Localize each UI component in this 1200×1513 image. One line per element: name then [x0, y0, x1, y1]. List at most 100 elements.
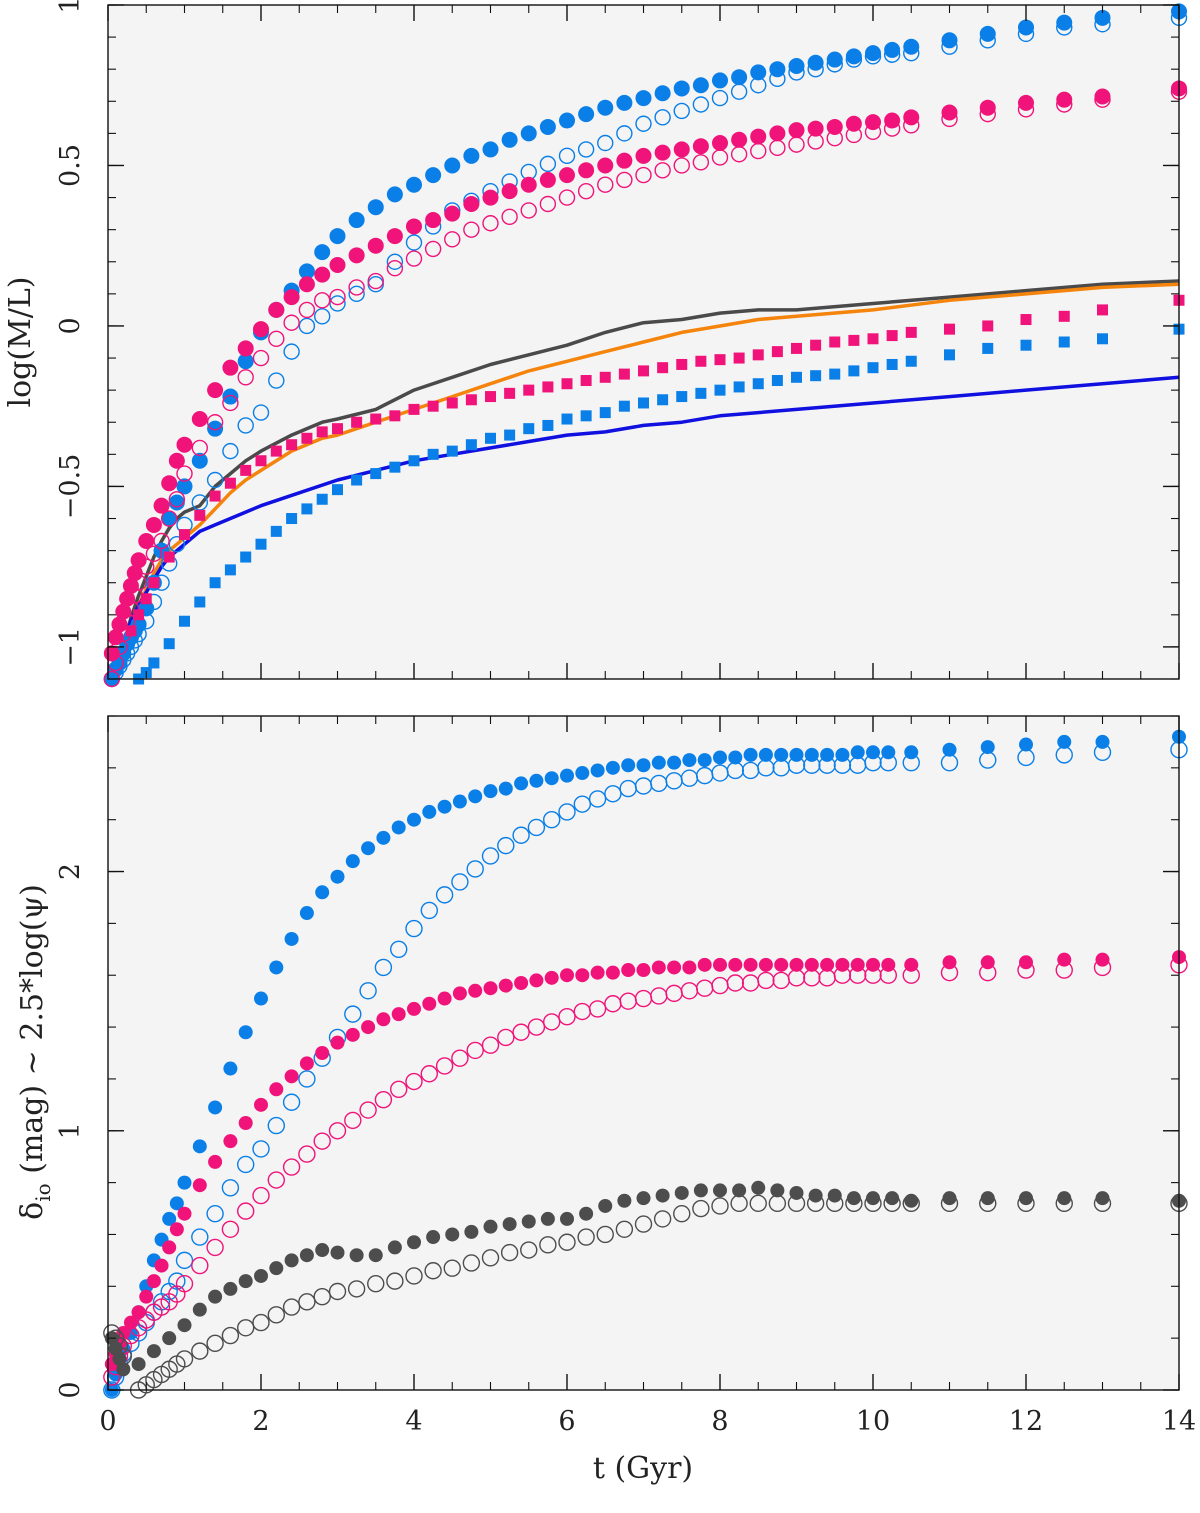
bottom-y-tick-label: 0 — [55, 1381, 86, 1398]
top-pink-squares-point — [148, 577, 160, 589]
top-y-tick-label: −0.5 — [55, 454, 86, 520]
bottom-grey-filled-circles-point — [942, 1191, 957, 1206]
top-pink-open-circles-point — [539, 195, 557, 213]
bottom-blue-filled-circles-point — [468, 789, 483, 804]
top-blue-open-circles-point — [807, 60, 824, 78]
x-tick-label: 12 — [1009, 1406, 1043, 1437]
top-blue-filled-circles-point — [979, 25, 996, 42]
bottom-blue-filled-circles-point — [1057, 734, 1072, 749]
top-pink-filled-circles-point — [692, 138, 709, 155]
bottom-grey-open-circles-point — [110, 1337, 129, 1355]
bottom-pink-filled-circles-point — [743, 957, 758, 972]
bottom-pink-open-circles-point — [879, 966, 897, 984]
bottom-pink-filled-circles-point — [575, 968, 590, 983]
top-blue-filled-circles-point — [635, 90, 652, 107]
top-blue-squares-point — [370, 468, 382, 480]
top-blue-filled-circles-point — [222, 388, 239, 405]
top-blue-open-circles-point — [314, 308, 331, 325]
top-pink-squares-point — [1020, 314, 1032, 326]
bottom-pink-open-circles-point — [940, 963, 959, 982]
bottom-grey-filled-circles-point — [713, 1183, 727, 1198]
bottom-blue-open-circles-point — [451, 873, 469, 891]
bottom-blue-filled-circles-point — [667, 755, 682, 770]
bottom-grey-filled-circles-point — [866, 1191, 880, 1206]
top-pink-squares-point — [676, 358, 688, 370]
bottom-grey-open-circles-point — [1017, 1194, 1035, 1213]
bottom-blue-open-circles-point — [902, 753, 920, 772]
bottom-grey-open-circles-point — [328, 1282, 347, 1301]
bottom-pink-open-circles-point — [527, 1018, 546, 1036]
bottom-grey-open-circles-point — [692, 1199, 710, 1218]
top-blue-squares-point — [286, 513, 298, 525]
top-pink-open-circles-point — [577, 182, 595, 200]
bottom-pink-filled-circles-point — [590, 965, 605, 980]
bottom-grey-open-circles-group — [103, 1194, 1188, 1399]
top-pink-squares-point — [695, 355, 707, 367]
top-pink-squares-point — [905, 326, 917, 338]
bottom-grey-filled-circles-point — [521, 1214, 536, 1229]
top-pink-filled-circles-point — [597, 157, 614, 174]
bottom-pink-open-circles-point — [236, 1202, 255, 1220]
top-pink-squares-point — [351, 416, 363, 428]
bottom-blue-filled-circles-point — [238, 1025, 253, 1040]
top-pink-filled-circles-point — [559, 167, 575, 184]
top-pink-squares-point — [791, 342, 802, 354]
top-blue-open-circles-point — [558, 147, 576, 165]
top-blue-filled-circles-point — [712, 72, 728, 89]
top-y-tick-label: −1 — [55, 627, 86, 667]
top-pink-squares-point — [504, 387, 516, 399]
bottom-pink-filled-circles-group — [104, 950, 1186, 1372]
top-blue-open-circles-point — [1056, 19, 1073, 36]
bottom-pink-filled-circles-point — [774, 957, 789, 972]
bottom-pink-open-circles-point — [512, 1023, 530, 1041]
bottom-blue-filled-circles-point — [605, 760, 620, 775]
top-blue-open-circles-point — [692, 96, 710, 113]
bottom-blue-filled-circles-point — [942, 742, 957, 757]
bottom-blue-open-circles-point — [979, 751, 997, 769]
top-pink-open-circles-point — [367, 272, 384, 290]
top-pink-filled-circles-point — [826, 118, 843, 135]
bottom-y-axis-title-sub: io — [31, 1183, 55, 1201]
top-blue-squares-point — [240, 551, 252, 563]
top-pink-open-circles-point — [750, 142, 767, 160]
top-blue-squares-point — [791, 371, 802, 383]
top-blue-open-circles-point — [577, 141, 595, 158]
bottom-y-tick-label: 1 — [55, 1122, 86, 1139]
top-blue-open-circles-point — [673, 102, 690, 120]
top-plot-frame — [107, 4, 1180, 680]
top-pink-squares-point — [485, 391, 496, 403]
top-orange-line — [113, 282, 1180, 680]
top-blue-filled-circles-point — [807, 54, 824, 71]
bottom-pink-filled-circles-point — [820, 957, 835, 972]
bottom-grey-open-circles-point — [520, 1241, 538, 1259]
bottom-grey-filled-circles-point — [223, 1281, 238, 1296]
top-pink-squares-point — [580, 375, 592, 387]
bottom-blue-filled-circles-point — [728, 750, 743, 765]
top-pink-squares-point — [125, 625, 137, 637]
bottom-pink-open-circles-point — [435, 1057, 454, 1075]
bottom-pink-open-circles-point — [466, 1041, 484, 1060]
top-blue-squares-point — [389, 461, 401, 473]
bottom-grey-open-circles-point — [787, 1194, 806, 1213]
bottom-blue-open-circles-point — [543, 810, 561, 829]
top-blue-squares-point — [485, 432, 496, 444]
bottom-grey-open-circles-point — [615, 1220, 634, 1238]
top-pink-open-circles-point — [788, 136, 805, 153]
top-blue-open-circles-point — [654, 109, 671, 126]
bottom-blue-open-circles-point — [267, 1116, 285, 1135]
bottom-grey-open-circles-point — [1093, 1194, 1112, 1213]
top-pink-filled-circles-point — [138, 532, 155, 549]
bottom-blue-open-circles-point — [405, 919, 423, 938]
x-axis-title: t (Gyr) — [593, 1451, 693, 1486]
bottom-blue-open-circles-point — [726, 761, 744, 780]
top-pink-open-circles-point — [314, 292, 331, 309]
top-pink-filled-circles-point — [268, 301, 285, 318]
top-pink-open-circles-point — [168, 491, 186, 508]
bottom-blue-open-circles-point — [527, 818, 546, 837]
bottom-blue-open-circles-point — [252, 1140, 270, 1158]
bottom-grey-filled-circles-point — [269, 1261, 284, 1276]
bottom-blue-filled-circles-point — [713, 750, 727, 765]
top-pink-squares-point — [848, 334, 860, 346]
bottom-grey-open-circles-point — [282, 1298, 301, 1316]
